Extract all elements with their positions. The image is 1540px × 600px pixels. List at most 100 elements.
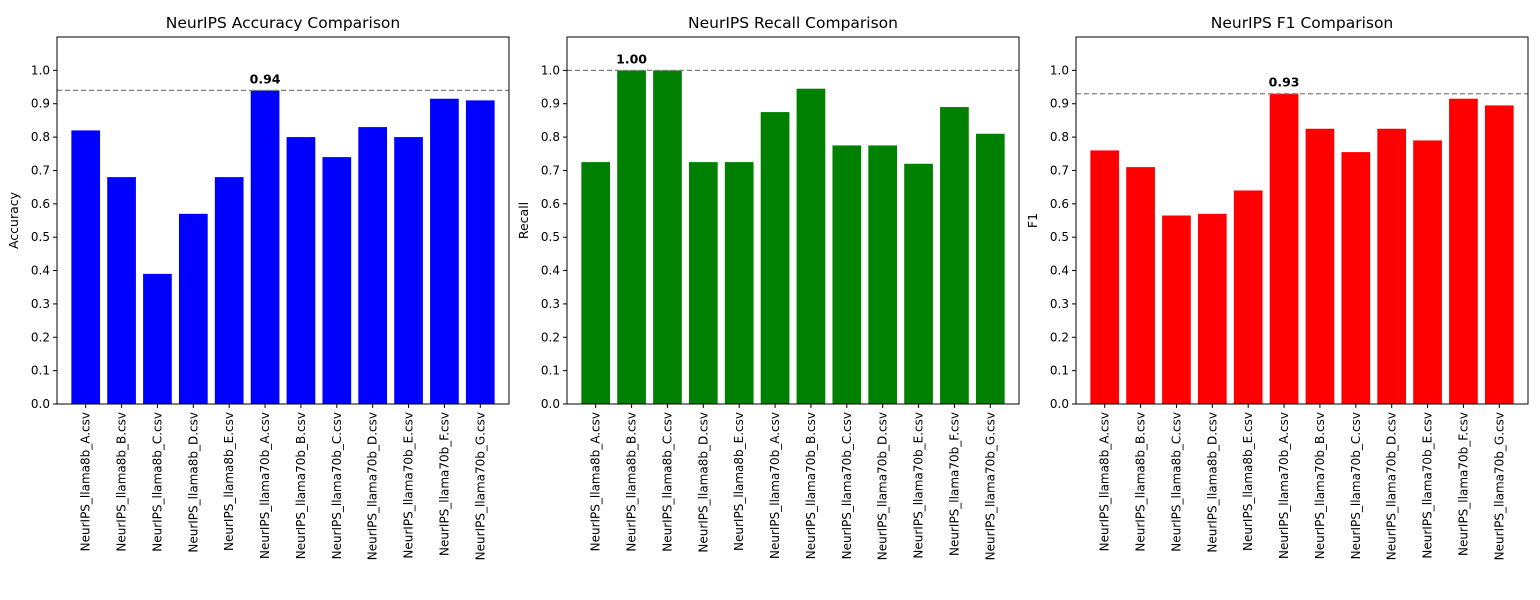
bar — [688, 162, 718, 404]
bar — [760, 112, 790, 404]
bar — [286, 137, 316, 404]
x-tick-label: NeurIPS_llama70b_A.csv — [258, 412, 272, 559]
y-tick-label: 0.8 — [1050, 130, 1069, 144]
y-tick-label: 0.4 — [541, 264, 560, 278]
y-tick-label: 0.0 — [31, 397, 50, 411]
x-tick-label: NeurIPS_llama70b_E.csv — [912, 412, 926, 559]
plot-frame — [56, 36, 510, 405]
x-tick-label: NeurIPS_llama70b_G.csv — [1492, 412, 1506, 560]
bar — [214, 177, 244, 404]
x-tick-label: NeurIPS_llama70b_E.csv — [1421, 412, 1435, 559]
y-axis-label: Recall — [516, 202, 531, 239]
chart-title: NeurIPS Recall Comparison — [688, 14, 898, 32]
x-tick-label: NeurIPS_llama70b_G.csv — [473, 412, 487, 560]
bar — [1449, 98, 1478, 404]
x-tick-label: NeurIPS_llama70b_B.csv — [1313, 412, 1327, 559]
bar — [178, 213, 208, 404]
plot-frame — [1075, 36, 1529, 405]
y-tick-label: 0.0 — [1050, 397, 1069, 411]
x-tick-label: NeurIPS_llama70b_D.csv — [366, 412, 380, 560]
y-tick-label: 0.3 — [541, 297, 560, 311]
x-tick-label: NeurIPS_llama70b_F.csv — [1456, 412, 1470, 556]
x-tick-label: NeurIPS_llama8b_E.csv — [222, 412, 236, 551]
y-tick-label: 0.6 — [1050, 197, 1069, 211]
bar — [1484, 105, 1514, 405]
bar — [1162, 215, 1191, 404]
y-tick-label: 0.1 — [1050, 364, 1069, 378]
bar — [1413, 140, 1442, 404]
bar — [1197, 213, 1227, 404]
y-tick-label: 0.6 — [541, 197, 560, 211]
x-tick-label: NeurIPS_llama8b_C.csv — [660, 412, 674, 552]
bar — [1341, 152, 1371, 404]
x-tick-label: NeurIPS_llama8b_A.csv — [1098, 412, 1112, 551]
x-tick-label: NeurIPS_llama70b_G.csv — [983, 412, 997, 560]
bar — [796, 88, 826, 405]
y-axis-label: Accuracy — [6, 191, 21, 249]
x-tick-label: NeurIPS_llama8b_D.csv — [186, 412, 200, 553]
bar — [394, 137, 423, 404]
bar — [1090, 150, 1120, 404]
bar — [322, 157, 352, 404]
y-tick-label: 0.2 — [541, 330, 560, 344]
x-tick-label: NeurIPS_llama8b_E.csv — [732, 412, 746, 551]
y-tick-label: 0.2 — [1050, 330, 1069, 344]
bar — [358, 127, 388, 404]
x-tick-label: NeurIPS_llama70b_C.csv — [840, 412, 854, 559]
y-tick-label: 0.2 — [31, 330, 50, 344]
chart-title: NeurIPS Accuracy Comparison — [166, 14, 401, 32]
x-tick-label: NeurIPS_llama70b_B.csv — [294, 412, 308, 559]
x-tick-label: NeurIPS_llama70b_F.csv — [437, 412, 451, 556]
chart-panel-3: 0.0 0.1 0.2 0.3 0.4 0.5 0.6 0.7 0.8 0.9 1.0 NeurIPS… — [1025, 14, 1529, 560]
x-tick-label: NeurIPS_llama8b_C.csv — [1169, 412, 1183, 552]
y-tick-label: 0.5 — [31, 230, 50, 244]
bar — [107, 177, 136, 404]
bar — [832, 145, 862, 404]
plot-frame — [566, 36, 1020, 405]
bar — [143, 273, 172, 404]
max-value-annotation: 1.00 — [616, 51, 647, 66]
y-tick-label: 0.7 — [31, 163, 50, 177]
x-tick-label: NeurIPS_llama8b_E.csv — [1241, 412, 1255, 551]
y-tick-label: 0.6 — [31, 197, 50, 211]
x-tick-label: NeurIPS_llama70b_D.csv — [1385, 412, 1399, 560]
y-tick-label: 0.9 — [31, 97, 50, 111]
bar — [653, 70, 682, 405]
y-tick-label: 1.0 — [31, 63, 50, 77]
y-tick-label: 0.9 — [1050, 97, 1069, 111]
x-tick-label: NeurIPS_llama8b_B.csv — [1134, 412, 1148, 552]
x-tick-label: NeurIPS_llama70b_E.csv — [402, 412, 416, 559]
y-tick-label: 0.8 — [541, 130, 560, 144]
y-tick-label: 0.1 — [31, 364, 50, 378]
x-tick-label: NeurIPS_llama8b_C.csv — [150, 412, 164, 552]
max-value-annotation: 0.94 — [250, 71, 281, 86]
bar — [465, 100, 495, 404]
y-tick-label: 0.5 — [541, 230, 560, 244]
max-value-annotation: 0.93 — [1269, 75, 1300, 90]
bar — [1126, 167, 1155, 404]
bar — [617, 70, 646, 405]
y-tick-label: 1.0 — [541, 63, 560, 77]
x-tick-label: NeurIPS_llama70b_B.csv — [804, 412, 818, 559]
bar — [868, 145, 898, 404]
x-tick-label: NeurIPS_llama70b_C.csv — [330, 412, 344, 559]
y-tick-label: 0.7 — [541, 163, 560, 177]
y-tick-label: 0.3 — [31, 297, 50, 311]
y-tick-label: 0.4 — [31, 264, 50, 278]
bar — [250, 90, 280, 404]
x-tick-label: NeurIPS_llama70b_A.csv — [768, 412, 782, 559]
chart-panel-2: 0.0 0.1 0.2 0.3 0.4 0.5 0.6 0.7 0.8 0.9 1.0 NeurIPS… — [516, 14, 1020, 560]
y-tick-label: 0.9 — [541, 97, 560, 111]
bar — [724, 162, 754, 404]
y-tick-label: 1.0 — [1050, 63, 1069, 77]
x-tick-label: NeurIPS_llama70b_D.csv — [876, 412, 890, 560]
chart-title: NeurIPS F1 Comparison — [1211, 14, 1394, 32]
bar — [581, 162, 611, 404]
x-tick-label: NeurIPS_llama8b_A.csv — [589, 412, 603, 551]
x-tick-label: NeurIPS_llama8b_A.csv — [79, 412, 93, 551]
bar — [1305, 128, 1335, 404]
y-axis-label: F1 — [1025, 213, 1040, 228]
x-tick-label: NeurIPS_llama8b_B.csv — [625, 412, 639, 552]
x-tick-label: NeurIPS_llama8b_D.csv — [1205, 412, 1219, 553]
